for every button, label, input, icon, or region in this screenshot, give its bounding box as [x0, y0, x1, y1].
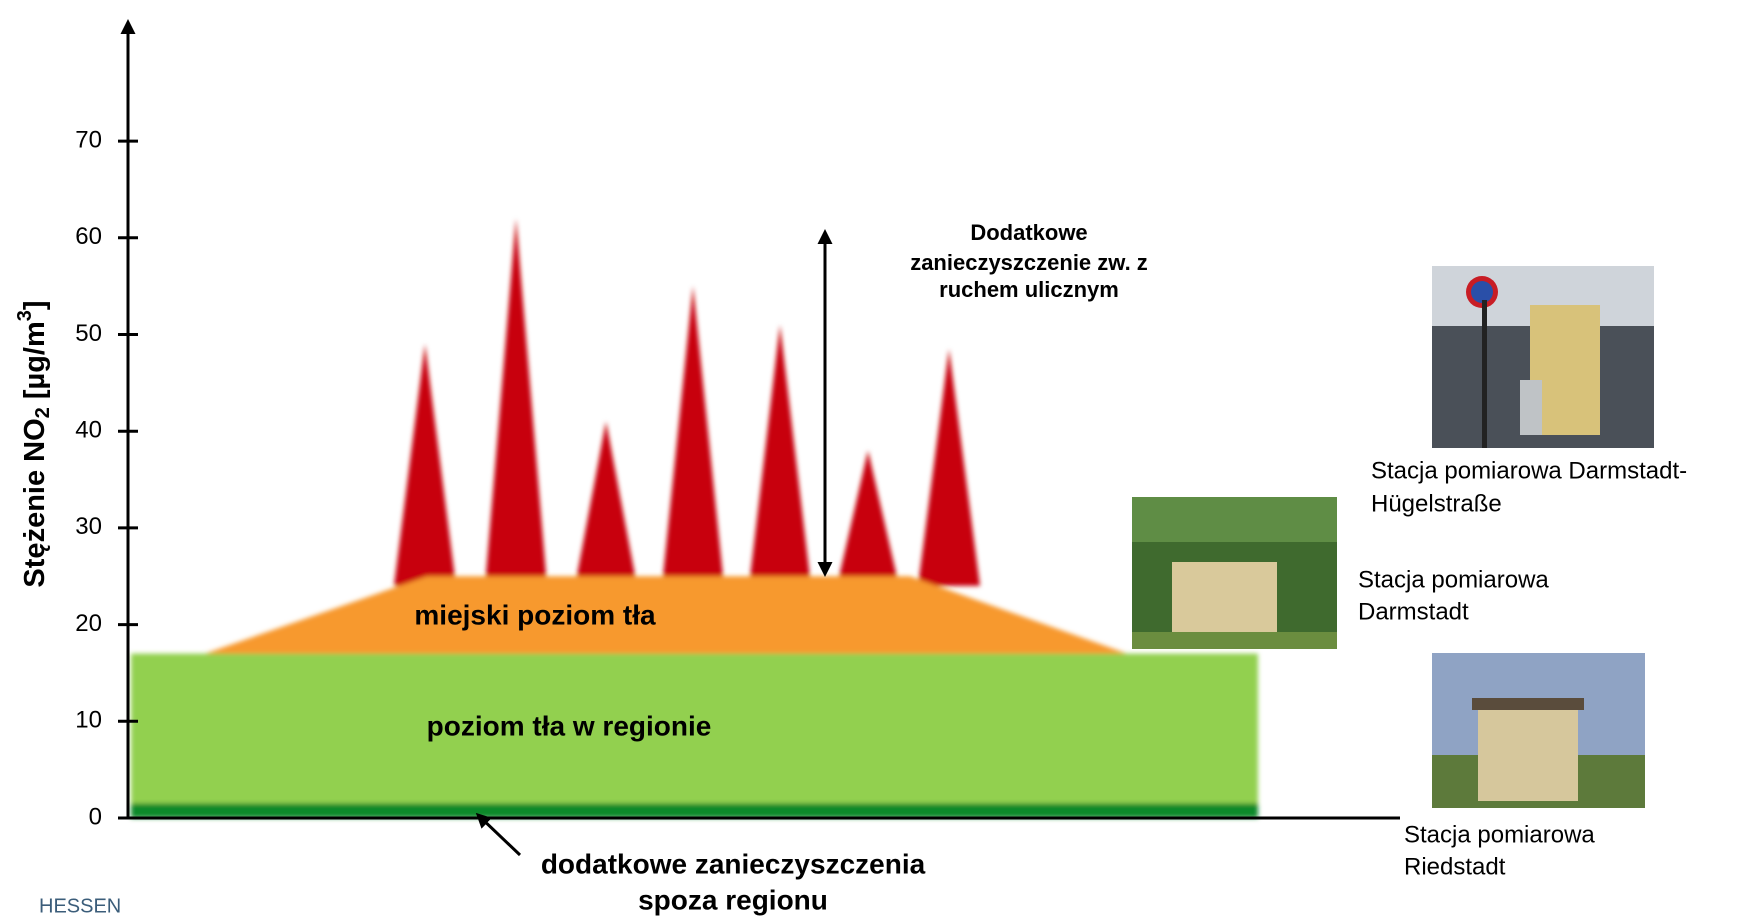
extra-layer	[131, 803, 1258, 818]
photo	[1432, 266, 1654, 448]
traffic-peak	[837, 451, 899, 586]
y-label-part: [µg/m	[19, 321, 51, 407]
station-caption: Stacja pomiarowa Darmstadt-	[1371, 457, 1687, 484]
y-tick-label: 50	[75, 320, 102, 347]
extra-label: dodatkowe zanieczyszczenia	[541, 848, 926, 879]
urban-layer	[205, 576, 1127, 653]
y-label-sup: 3	[14, 310, 36, 321]
regional-label: poziom tła w regionie	[427, 710, 712, 741]
y-tick-label: 40	[75, 417, 102, 444]
traffic-label: zanieczyszczenie zw. z	[910, 250, 1148, 275]
traffic-label: ruchem ulicznym	[939, 277, 1119, 302]
photo	[1432, 653, 1645, 808]
y-axis-label: Stężenie NO2 [µg/m3]	[14, 300, 54, 587]
traffic-label: Dodatkowe	[970, 220, 1087, 245]
station-caption: Darmstadt	[1358, 598, 1469, 625]
station-caption: Stacja pomiarowa	[1404, 821, 1595, 848]
station-caption: Riedstadt	[1404, 853, 1506, 880]
traffic-peak	[918, 349, 980, 586]
traffic-peak	[749, 325, 811, 586]
extra-label: spoza regionu	[638, 884, 828, 915]
y-tick-label: 30	[75, 513, 102, 540]
extra-arrow	[478, 815, 520, 855]
station-caption: Hügelstraße	[1371, 490, 1502, 517]
traffic-peak	[485, 218, 547, 585]
urban-label: miejski poziom tła	[414, 599, 656, 630]
logo: HESSEN	[39, 895, 121, 917]
y-tick-label: 70	[75, 126, 102, 153]
diagram: Stężenie NO2 [µg/m3] Dodatkowe zanieczys…	[0, 0, 1740, 920]
y-label-part: Stężenie NO	[19, 418, 51, 587]
y-tick-label: 60	[75, 223, 102, 250]
y-label-sub: 2	[32, 407, 54, 418]
y-tick-label: 0	[89, 803, 102, 830]
y-tick-label: 20	[75, 610, 102, 637]
traffic-peak	[575, 422, 637, 586]
station-caption: Stacja pomiarowa	[1358, 566, 1549, 593]
photo	[1132, 497, 1337, 649]
y-tick-label: 10	[75, 707, 102, 734]
traffic-peak	[662, 286, 724, 586]
traffic-peak	[394, 344, 456, 586]
y-label-part: ]	[19, 300, 51, 310]
